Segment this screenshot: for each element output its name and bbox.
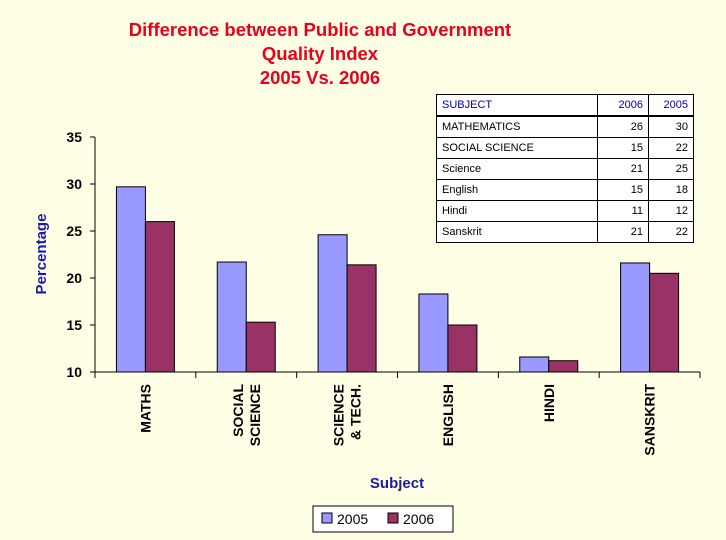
bar-2006-4 bbox=[548, 360, 579, 373]
chart-title-line-1: Difference between Public and Government bbox=[128, 19, 512, 40]
bar-2005-1 bbox=[216, 261, 247, 373]
y-tick-label: 35 bbox=[66, 129, 82, 145]
table-cell-subject: SOCIAL SCIENCE bbox=[436, 137, 598, 159]
table-cell-subject: Sanskrit bbox=[436, 221, 598, 243]
table-cell-subject: Hindi bbox=[436, 200, 598, 222]
data-table: SUBJECT 2006 2005 MATHEMATICS 26 30 SOCI… bbox=[436, 94, 694, 243]
legend-swatch-2005 bbox=[321, 512, 333, 524]
table-row: SOCIAL SCIENCE 15 22 bbox=[436, 137, 694, 159]
table-cell-2005: 18 bbox=[648, 179, 694, 201]
table-cell-2006: 21 bbox=[597, 158, 649, 180]
y-tick-label: 25 bbox=[66, 223, 82, 239]
table-row: Sanskrit 21 22 bbox=[436, 221, 694, 243]
x-category-label: HINDI bbox=[541, 384, 557, 422]
table-cell-2005: 12 bbox=[648, 200, 694, 222]
table-row: Science 21 25 bbox=[436, 158, 694, 180]
chart-title-line-3: 2005 Vs. 2006 bbox=[259, 67, 381, 88]
table-header-2006: 2006 bbox=[597, 94, 649, 117]
legend-label-2006: 2006 bbox=[403, 511, 434, 527]
legend-label-2005: 2005 bbox=[337, 511, 368, 527]
bar-2006-5 bbox=[649, 272, 680, 373]
table-cell-2006: 11 bbox=[597, 200, 649, 222]
table-cell-2005: 25 bbox=[648, 158, 694, 180]
table-cell-subject: Science bbox=[436, 158, 598, 180]
table-cell-2006: 26 bbox=[597, 115, 649, 138]
y-axis-title: Percentage bbox=[33, 214, 50, 295]
y-tick-label: 30 bbox=[66, 176, 82, 192]
table-row: MATHEMATICS 26 30 bbox=[436, 115, 694, 138]
bar-2006-3 bbox=[447, 324, 478, 373]
y-tick-label: 20 bbox=[66, 270, 82, 286]
x-category-label: MATHS bbox=[137, 384, 153, 433]
table-header-subject: SUBJECT bbox=[436, 94, 598, 117]
chart-title-line-2: Quality Index bbox=[261, 43, 379, 64]
table-header-row: SUBJECT 2006 2005 bbox=[436, 94, 694, 117]
chart-title: Difference between Public and Government… bbox=[100, 18, 540, 90]
table-row: Hindi 11 12 bbox=[436, 200, 694, 222]
bar-2005-2 bbox=[317, 234, 348, 373]
bar-2005-0 bbox=[115, 186, 146, 373]
bar-2005-3 bbox=[418, 293, 449, 373]
bar-2006-2 bbox=[346, 264, 377, 373]
table-cell-subject: English bbox=[436, 179, 598, 201]
bar-2005-5 bbox=[620, 262, 651, 373]
table-row: English 15 18 bbox=[436, 179, 694, 201]
y-tick-label: 10 bbox=[66, 364, 82, 380]
x-category-label: ENGLISH bbox=[440, 384, 456, 446]
legend-box bbox=[312, 505, 454, 533]
x-category-label: SCIENCE bbox=[331, 384, 347, 446]
table-cell-2005: 22 bbox=[648, 221, 694, 243]
table-cell-2006: 15 bbox=[597, 179, 649, 201]
bar-2005-4 bbox=[519, 356, 550, 373]
x-category-label: SCIENCE bbox=[247, 384, 263, 446]
x-category-label: & TECH. bbox=[348, 384, 364, 440]
table-cell-2005: 30 bbox=[648, 115, 694, 138]
legend-swatch-2006 bbox=[387, 512, 399, 524]
x-axis-title: Subject bbox=[370, 475, 424, 492]
table-cell-2006: 21 bbox=[597, 221, 649, 243]
table-cell-subject: MATHEMATICS bbox=[436, 115, 598, 138]
table-cell-2006: 15 bbox=[597, 137, 649, 159]
table-cell-2005: 22 bbox=[648, 137, 694, 159]
table-header-2005: 2005 bbox=[648, 94, 694, 117]
x-category-label: SOCIAL bbox=[230, 384, 246, 437]
x-category-label: SANSKRIT bbox=[642, 384, 658, 456]
y-tick-label: 15 bbox=[66, 317, 82, 333]
bar-2006-0 bbox=[144, 221, 175, 373]
bar-2006-1 bbox=[245, 321, 276, 373]
